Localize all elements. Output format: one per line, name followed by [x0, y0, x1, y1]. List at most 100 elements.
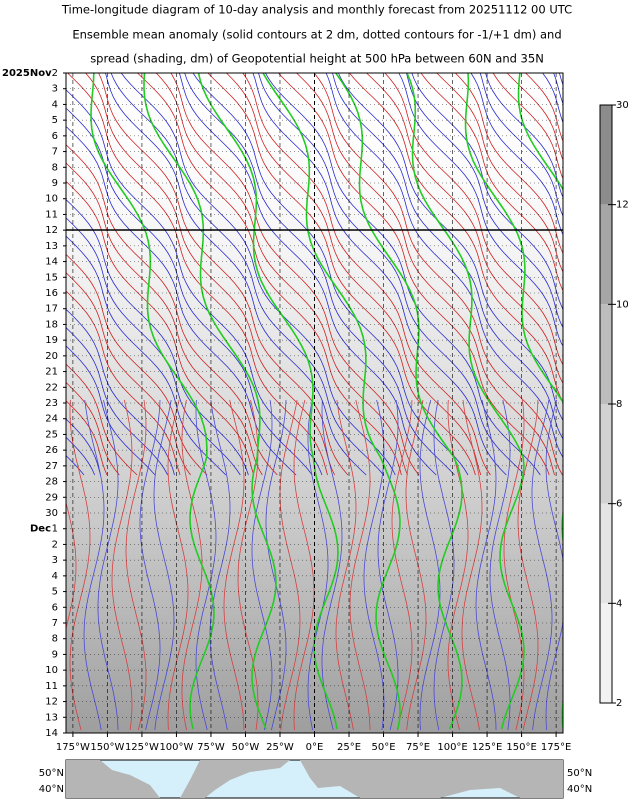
y-tick-label: 22 [45, 382, 58, 393]
contour-line [485, 73, 563, 199]
contour-line [545, 399, 563, 731]
contour-line [313, 73, 563, 476]
map-lat-label: 50°N [39, 768, 64, 779]
y-tick-label: 11 [45, 209, 58, 220]
contour-line [252, 73, 507, 476]
contour-line [455, 73, 563, 255]
contour-line [98, 73, 349, 476]
contour-line [338, 73, 563, 422]
contour-line [67, 73, 328, 476]
grid [66, 72, 563, 734]
contour-line [447, 399, 469, 731]
contour-line [349, 399, 371, 731]
x-tick-label: 50°E [372, 742, 396, 753]
colorbar-tick-label: 12 [616, 200, 629, 211]
y-tick-label: 14 [45, 257, 58, 268]
contour-line [419, 399, 441, 731]
contour-line [207, 73, 476, 476]
contour-line [489, 399, 511, 731]
contour-line [293, 399, 315, 731]
y-tick-label: 10 [45, 194, 58, 205]
contour-line [69, 399, 91, 731]
contour-line [265, 399, 287, 731]
y-tick-label: 23 [45, 398, 58, 409]
colorbar-band [600, 304, 612, 404]
contour-line [184, 73, 455, 476]
y-tick-label: 13 [45, 241, 58, 252]
contour-line [167, 399, 189, 731]
colorbar-tick-label: 4 [616, 598, 622, 609]
map-land [66, 760, 160, 798]
colorbar-band [600, 503, 612, 604]
zero-contour [517, 73, 563, 192]
y-tick-label: 28 [45, 477, 58, 488]
zero-contour [143, 73, 277, 730]
contour-line [125, 399, 147, 731]
contour-line [559, 73, 563, 87]
contour-line [461, 399, 483, 731]
contour-line [366, 73, 563, 385]
y-tick-label: 27 [45, 461, 58, 472]
x-tick-label: 75°E [406, 742, 430, 753]
contour-line [192, 73, 469, 476]
map-lat-label: 40°N [567, 784, 592, 795]
contour-line [279, 399, 301, 731]
contour-line [155, 73, 408, 476]
colorbar-band [600, 603, 612, 703]
contour-line [242, 73, 491, 476]
contour-line [137, 73, 402, 476]
contour-line [475, 399, 497, 731]
contour-line [66, 180, 255, 476]
map-land [180, 760, 290, 798]
contour-line [349, 73, 563, 403]
contour-line [278, 73, 550, 476]
contour-line [503, 399, 525, 731]
contour-line [170, 73, 420, 476]
contour-line [66, 345, 156, 476]
y-tick-label: 4 [52, 99, 58, 110]
contour-line [531, 399, 553, 731]
y-tick-label: 10 [45, 665, 58, 676]
contour-line [105, 73, 367, 476]
contour-line [553, 73, 563, 105]
contour-line [153, 399, 175, 731]
y-tick-label: 3 [52, 555, 58, 566]
contour-line [66, 217, 241, 476]
x-tick-label: 25°W [266, 742, 294, 753]
x-tick-label: 100°E [437, 742, 467, 753]
contour-line [66, 253, 208, 476]
contour-line [614, 73, 634, 475]
y-tick-label: 3 [52, 84, 58, 95]
y-tick-label: 5 [52, 115, 58, 126]
y-tick-label: 30 [45, 508, 58, 519]
contours [66, 73, 634, 731]
contour-line [479, 73, 563, 218]
contour-line [226, 73, 482, 476]
contour-line [433, 399, 455, 731]
contour-line [406, 73, 563, 329]
contour-line [66, 400, 108, 476]
y-tick-label: 12 [45, 225, 58, 236]
y-tick-label: 19 [45, 335, 58, 346]
x-tick-label: 0°E [306, 742, 324, 753]
colorbar-tick-label: 2 [616, 698, 622, 709]
y-tick-label: 6 [52, 602, 58, 613]
contour-line [66, 363, 138, 476]
contour-line [627, 73, 634, 475]
contour-line [420, 73, 563, 292]
colorbar-tick-label: 30 [616, 100, 629, 111]
map-strip [65, 759, 564, 799]
zero-contour [197, 73, 339, 730]
y-tick-label: 14 [45, 728, 58, 739]
contour-line [110, 73, 384, 476]
contour-line [97, 399, 119, 731]
contour-line [470, 73, 563, 236]
contour-line [325, 73, 563, 459]
contour-line [377, 399, 399, 731]
y-tick-label: 2 [52, 539, 58, 550]
contour-line [492, 73, 563, 180]
x-tick-label: 175°W [56, 742, 90, 753]
contour-line [436, 73, 563, 273]
colorbar-tick-label: 8 [616, 399, 622, 410]
